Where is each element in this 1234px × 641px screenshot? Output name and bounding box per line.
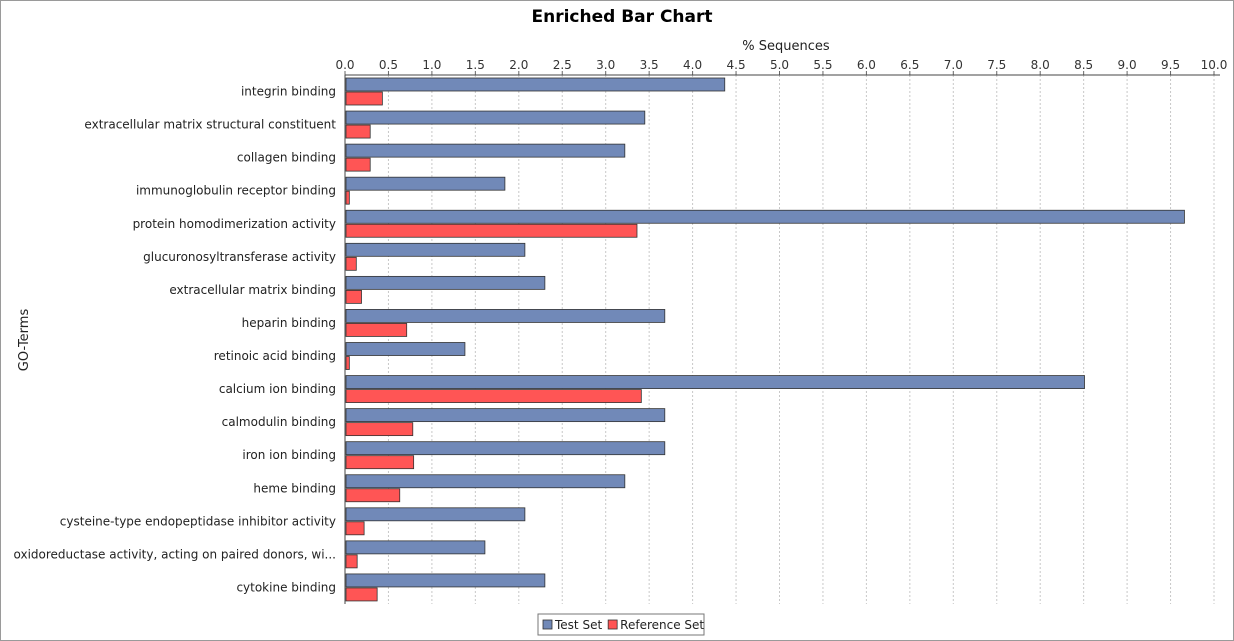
bar-test-set [345, 342, 466, 356]
x-tick-label: 9.0 [1118, 58, 1137, 72]
legend-swatch [607, 619, 618, 630]
bar-test-set [345, 209, 1185, 224]
bar-reference-set [345, 190, 350, 205]
x-tick-label: 4.5 [727, 58, 746, 72]
bar-test-set [345, 77, 726, 92]
bar-test-set [345, 408, 666, 423]
x-tick-label: 10.0 [1201, 58, 1228, 72]
bar-test-set [345, 474, 626, 489]
category-label: calcium ion binding [219, 382, 336, 396]
x-tick-label: 0.5 [379, 58, 398, 72]
bar-reference-set [345, 422, 414, 437]
bar-test-set [345, 573, 546, 588]
x-tick-label: 7.0 [944, 58, 963, 72]
bar-reference-set [345, 488, 401, 503]
legend-label: Test Set [554, 618, 602, 632]
category-label: heparin binding [242, 316, 336, 330]
x-axis-ticks: 0.0 0.5 1.0 1.5 2.0 2.5 3.0 3.5 4.0 4.5 5.0 5.5 6.0 6… [335, 58, 1227, 75]
category-labels: integrin binding extracellular matrix str… [14, 85, 337, 595]
x-tick-label: 8.0 [1031, 58, 1050, 72]
bar-reference-set [345, 554, 358, 569]
x-tick-label: 6.5 [900, 58, 919, 72]
axes [344, 74, 1220, 604]
bar-test-set [345, 309, 666, 323]
bar-reference-set [345, 289, 362, 304]
bar-test-set [345, 242, 526, 257]
category-label: retinoic acid binding [214, 349, 336, 363]
x-tick-label: 5.0 [770, 58, 789, 72]
x-tick-label: 3.5 [640, 58, 659, 72]
legend-box [537, 613, 705, 636]
bar-test-set [345, 375, 1085, 389]
bar-test-set [345, 143, 626, 158]
category-label: extracellular matrix binding [169, 283, 336, 297]
bar-test-set [345, 540, 486, 555]
chart-title: Enriched Bar Chart [531, 7, 712, 27]
x-tick-label: 1.5 [466, 58, 485, 72]
x-tick-label: 2.5 [553, 58, 572, 72]
y-axis-title: GO-Terms [17, 309, 32, 372]
bar-reference-set [345, 356, 350, 370]
x-tick-label: 9.5 [1161, 58, 1180, 72]
bar-reference-set [345, 157, 371, 172]
bar-reference-set [345, 587, 378, 602]
x-tick-label: 8.5 [1074, 58, 1093, 72]
category-label: iron ion binding [242, 448, 336, 462]
legend: Test Set Reference Set [537, 613, 705, 636]
x-tick-label: 5.5 [813, 58, 832, 72]
bar-test-set [345, 176, 506, 191]
x-tick-label: 1.0 [422, 58, 441, 72]
bars [345, 77, 1185, 602]
x-tick-label: 3.0 [596, 58, 615, 72]
category-label: cytokine binding [236, 580, 336, 594]
x-tick-label: 0.0 [335, 58, 354, 72]
category-label: extracellular matrix structural constitu… [84, 118, 336, 132]
category-label: oxidoreductase activity, acting on paire… [14, 547, 337, 561]
x-tick-label: 4.0 [683, 58, 702, 72]
category-label: heme binding [253, 481, 336, 495]
bar-reference-set [345, 323, 408, 337]
bar-reference-set [345, 389, 642, 403]
legend-swatch [542, 619, 553, 630]
bar-reference-set [345, 455, 415, 470]
legend-label: Reference Set [620, 618, 704, 632]
bar-test-set [345, 441, 666, 456]
bar-test-set [345, 275, 546, 290]
x-tick-label: 7.5 [987, 58, 1006, 72]
bar-test-set [345, 507, 526, 522]
bar-reference-set [345, 91, 383, 106]
x-tick-label: 2.0 [509, 58, 528, 72]
category-label: calmodulin binding [222, 415, 336, 429]
bar-reference-set [345, 124, 371, 139]
x-axis-title: % Sequences [742, 39, 830, 54]
category-label: glucuronosyltransferase activity [143, 250, 336, 264]
bar-test-set [345, 110, 646, 125]
bar-reference-set [345, 521, 365, 536]
category-label: immunoglobulin receptor binding [136, 184, 336, 198]
category-label: cysteine-type endopeptidase inhibitor ac… [60, 514, 336, 528]
category-label: collagen binding [237, 151, 336, 165]
bar-reference-set [345, 223, 638, 238]
category-label: protein homodimerization activity [133, 217, 336, 231]
x-tick-label: 6.0 [857, 58, 876, 72]
category-label: integrin binding [241, 85, 336, 99]
bar-reference-set [345, 256, 357, 271]
